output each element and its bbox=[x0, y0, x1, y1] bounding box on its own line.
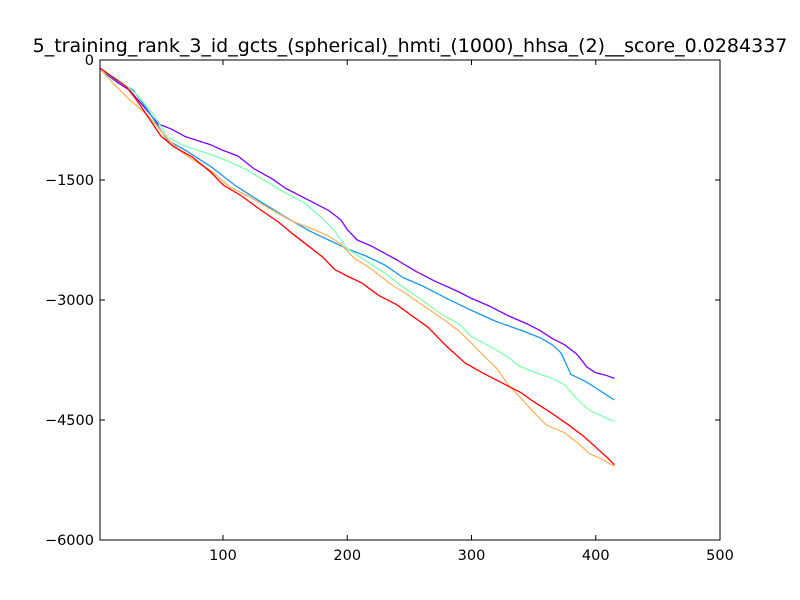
x-tick-label: 200 bbox=[333, 548, 361, 564]
x-tick-label: 300 bbox=[458, 548, 486, 564]
tick-layer: 100 200 300 400 500 0 −1500 −3000 −4500 −6000 bbox=[45, 53, 734, 564]
chart-title: 5_training_rank_3_id_gcts_(spherical)_hm… bbox=[33, 35, 788, 57]
series-line-2 bbox=[99, 69, 615, 401]
series-line-4 bbox=[99, 68, 615, 467]
series-line-1 bbox=[99, 69, 615, 380]
x-tick-label: 100 bbox=[209, 548, 237, 564]
x-tick-label: 400 bbox=[582, 548, 610, 564]
y-tick-label: −1500 bbox=[45, 173, 94, 189]
series-line-5 bbox=[99, 67, 615, 466]
y-tick-label: −3000 bbox=[45, 293, 94, 309]
y-tick-label: −6000 bbox=[45, 533, 94, 549]
y-tick-label: 0 bbox=[85, 53, 94, 69]
series-line-3 bbox=[99, 68, 615, 423]
x-tick-label: 500 bbox=[706, 548, 734, 564]
y-tick-label: −4500 bbox=[45, 413, 94, 429]
series-layer bbox=[99, 67, 615, 467]
